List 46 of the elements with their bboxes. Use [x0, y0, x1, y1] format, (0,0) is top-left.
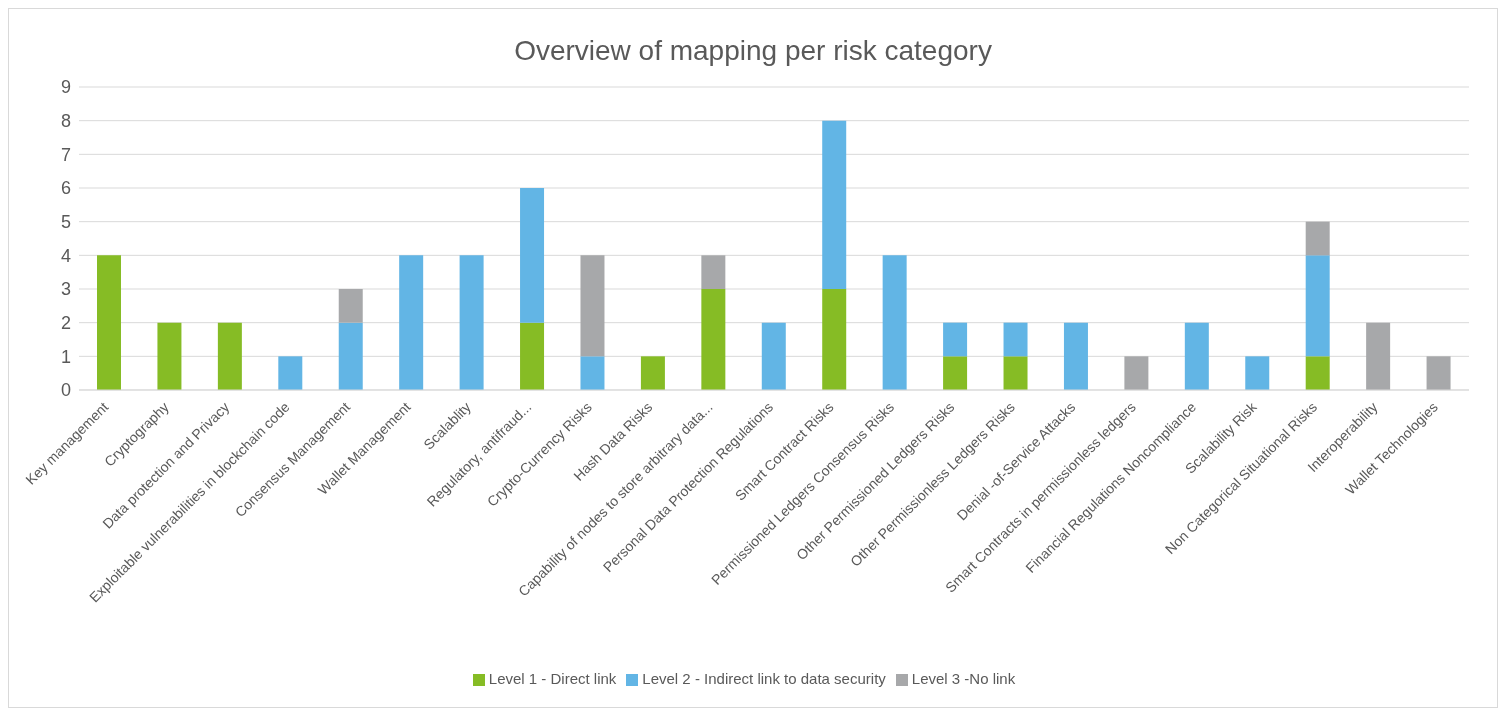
bar — [1003, 356, 1028, 390]
bar — [822, 120, 847, 289]
y-tick-label: 9 — [60, 77, 71, 98]
bar — [1063, 322, 1088, 390]
chart-title: Overview of mapping per risk category — [513, 35, 993, 67]
bar — [278, 356, 303, 390]
legend-label: Level 3 -No link — [911, 670, 1016, 687]
bar — [943, 322, 968, 357]
bar — [338, 289, 363, 323]
bar — [580, 356, 605, 390]
bar — [761, 322, 786, 390]
y-tick-label: 1 — [60, 346, 71, 367]
bar — [1305, 356, 1330, 390]
bar — [459, 255, 484, 390]
y-tick-label: 7 — [60, 144, 71, 165]
bar — [1305, 255, 1330, 357]
bar — [701, 289, 726, 390]
bar — [520, 322, 545, 390]
bar — [701, 255, 726, 289]
bar — [1003, 322, 1028, 357]
y-tick-label: 3 — [60, 279, 71, 300]
y-tick-label: 5 — [60, 212, 71, 233]
y-tick-label: 6 — [60, 178, 71, 199]
bar — [97, 255, 121, 390]
bar — [1366, 322, 1391, 390]
y-tick-label: 0 — [60, 380, 71, 401]
bar — [399, 255, 424, 390]
bar — [1426, 356, 1451, 390]
bar — [822, 289, 847, 390]
bar — [217, 322, 242, 390]
bar — [1124, 356, 1149, 390]
legend-label: Level 1 - Direct link — [488, 670, 617, 687]
bar — [1184, 322, 1209, 390]
bar — [1245, 356, 1270, 390]
bar — [338, 322, 363, 390]
bar — [943, 356, 968, 390]
bar — [640, 356, 665, 390]
y-tick-label: 8 — [60, 111, 71, 132]
bar — [580, 255, 605, 357]
y-tick-label: 4 — [60, 245, 71, 266]
bar — [1305, 221, 1330, 256]
bar — [157, 322, 182, 390]
y-tick-label: 2 — [60, 313, 71, 334]
legend-label: Level 2 - Indirect link to data security — [642, 670, 886, 687]
bar — [882, 255, 907, 390]
bar — [520, 188, 545, 323]
